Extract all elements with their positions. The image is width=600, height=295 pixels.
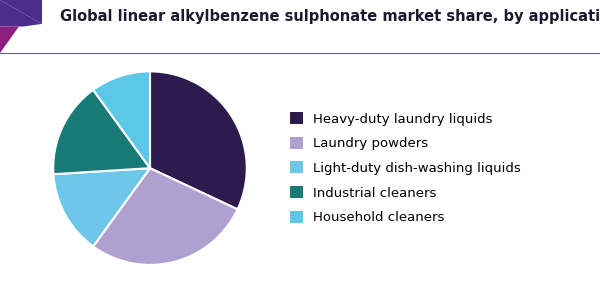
- Wedge shape: [93, 168, 238, 265]
- Wedge shape: [53, 168, 150, 246]
- Polygon shape: [0, 0, 42, 27]
- Wedge shape: [93, 71, 150, 168]
- Polygon shape: [0, 27, 19, 53]
- Text: Global linear alkylbenzene sulphonate market share, by application, 2013 (%): Global linear alkylbenzene sulphonate ma…: [60, 9, 600, 24]
- Wedge shape: [150, 71, 247, 209]
- Polygon shape: [0, 0, 42, 24]
- Wedge shape: [53, 90, 150, 174]
- Legend: Heavy-duty laundry liquids, Laundry powders, Light-duty dish-washing liquids, In: Heavy-duty laundry liquids, Laundry powd…: [290, 112, 521, 224]
